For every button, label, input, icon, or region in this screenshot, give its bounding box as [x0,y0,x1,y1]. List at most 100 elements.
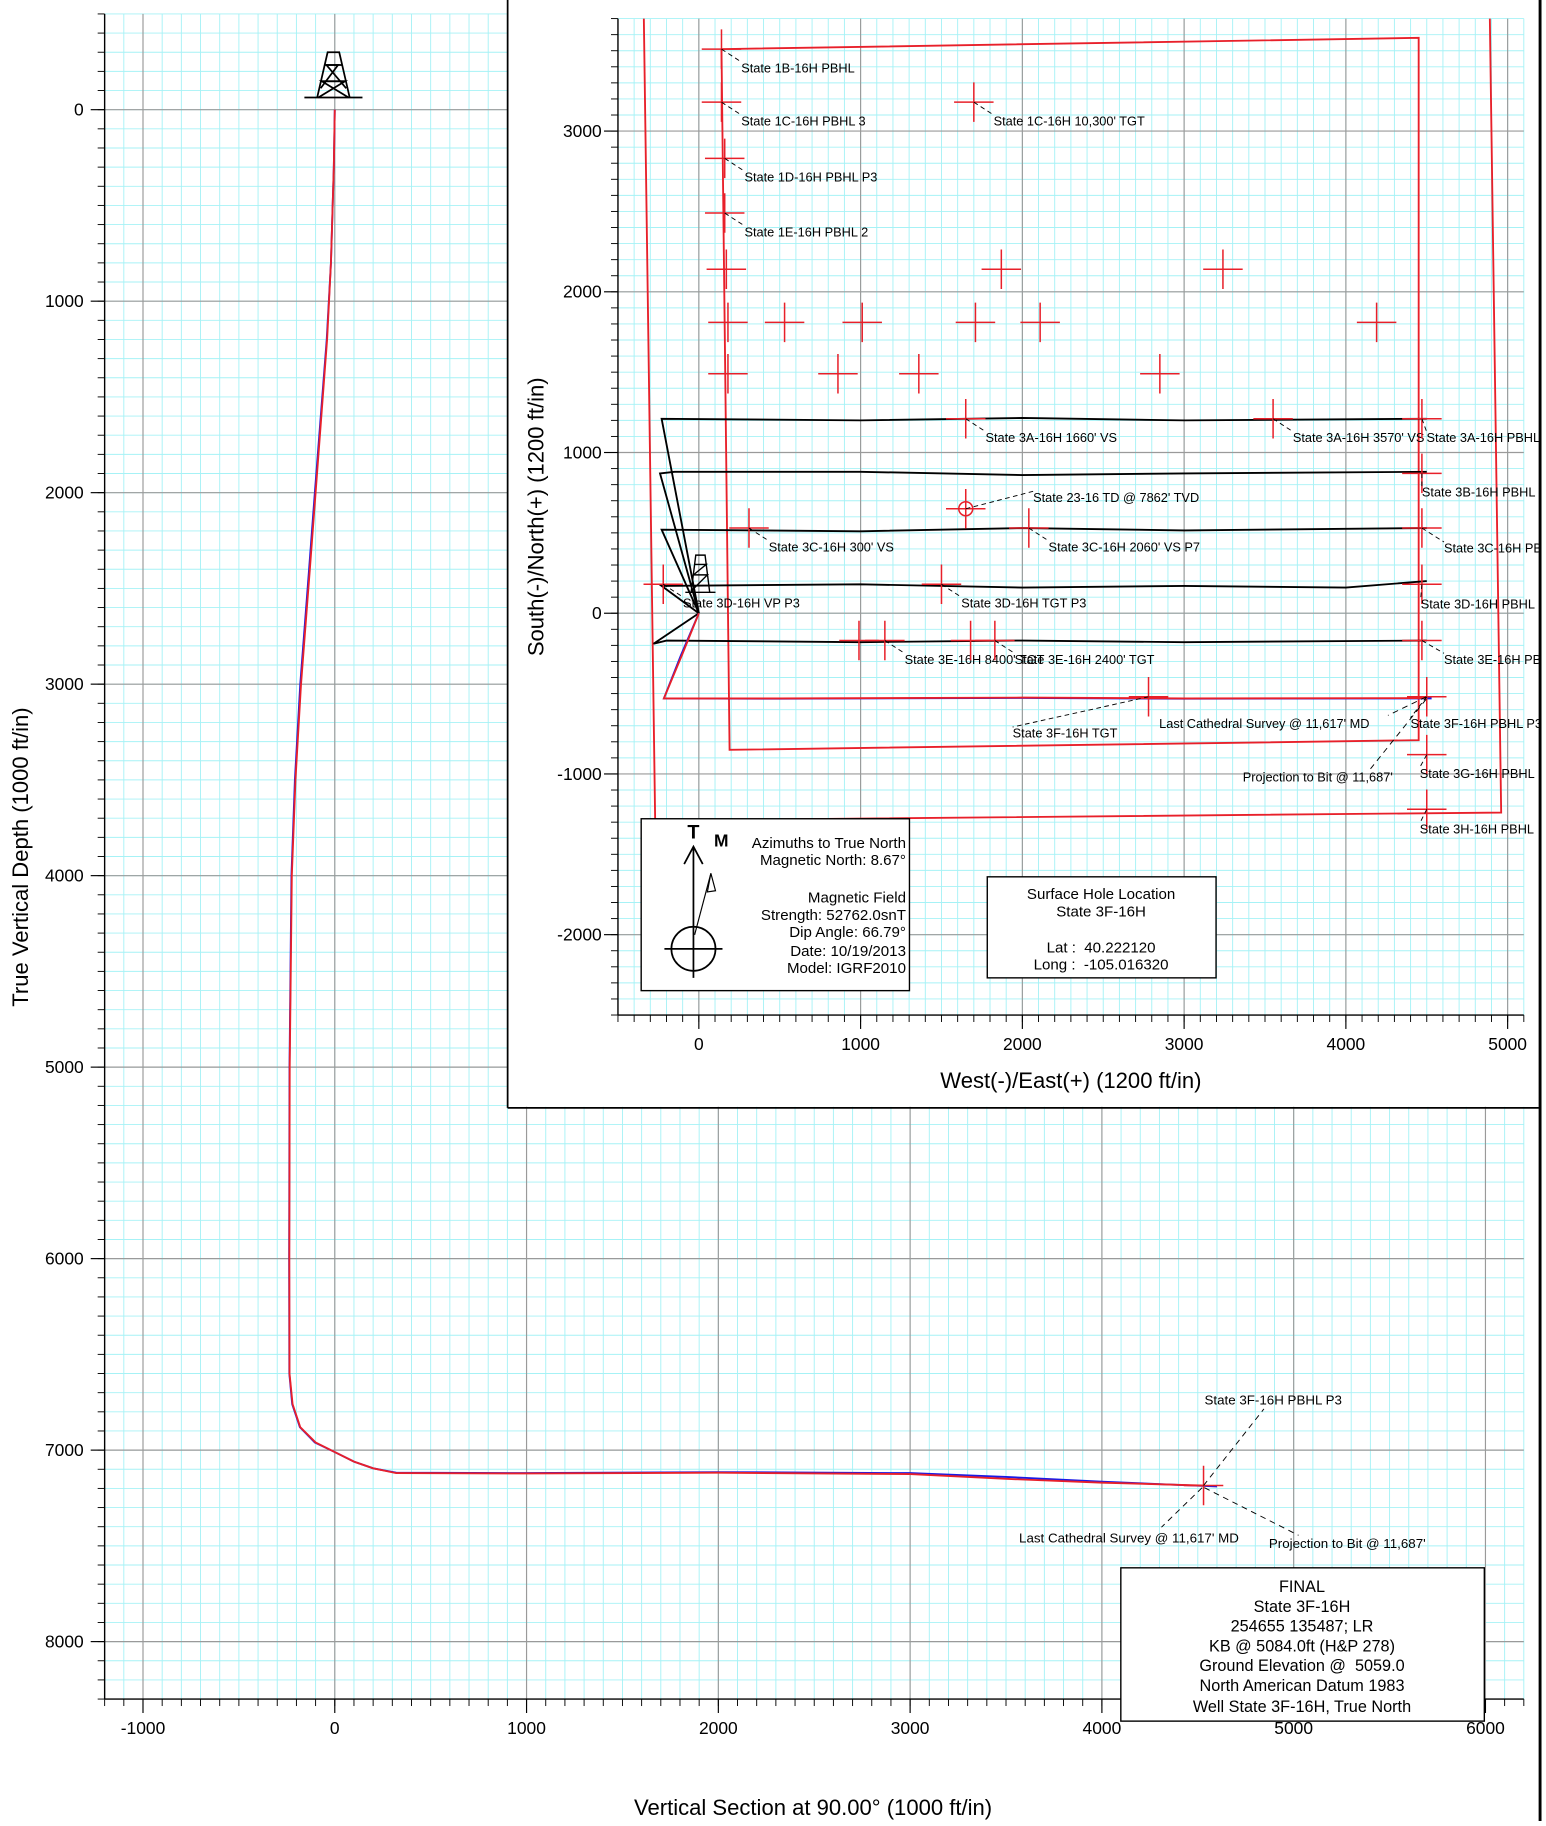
target-label: State 3E-16H PBHL [1444,652,1546,667]
info-line: 254655 135487; LR [1231,1618,1374,1636]
leader-line [1421,527,1445,543]
compass-line: Model: IGRF2010 [787,960,906,977]
compass-line: Date: 10/19/2013 [790,943,906,960]
target-cross [1356,302,1397,343]
y-tick-label: -1000 [557,764,602,784]
leader-line [1028,527,1049,542]
target-cross [1407,789,1447,830]
well-line [653,612,1427,645]
target-label: State 3F-16H TGT [1013,725,1118,740]
well-line [662,612,1427,700]
x-tick-label: 3000 [1165,1034,1204,1054]
target-label: State 1B-16H PBHL [741,60,855,75]
label-layer: State 1B-16H PBHL State 1C-16H PBHL 3 Stat… [643,29,1546,837]
target-cross [1183,1465,1224,1506]
leader-line [1204,1487,1299,1536]
target-cross [1020,302,1060,343]
x-tick-label: 5000 [1274,1718,1313,1738]
target-circle [958,501,974,517]
leader-line [721,48,742,63]
surface-line: Long : -105.016320 [1034,957,1169,974]
leader-line [1012,696,1149,728]
x-tick-label: -1000 [121,1718,166,1738]
y-tick-label: -2000 [557,924,602,944]
y-tick-label: 0 [592,603,602,623]
target-cross [945,399,986,439]
target-cross [1407,734,1447,775]
x-tick-label: 1000 [841,1034,880,1054]
x-tick-label: 1000 [507,1718,546,1738]
leader-line [965,490,1034,510]
target-label: State 3B-16H PBHL [1422,485,1536,500]
surface-location-box: Surface Hole Location State 3F-16H Lat :… [986,876,1217,979]
target-cross [1203,249,1243,290]
target-cross [981,249,1022,290]
x-tick-label: 0 [694,1034,704,1054]
target-cross [1407,677,1447,717]
x-tick-label: 3000 [891,1718,930,1738]
leader-line [1420,584,1423,599]
series-layer [288,109,1218,1488]
magnetic-north: M [714,831,729,851]
leader-line [1421,640,1445,654]
info-line: State 3F-16H [1254,1598,1351,1616]
target-label: State 3D-16H PBHL [1421,597,1535,612]
compass-box: T M Azimuths to True North Magnetic Nort… [640,818,911,992]
target-cross [945,489,986,529]
y-tick-label: 8000 [45,1631,84,1651]
compass-line: Strength: 52762.0snT [761,907,906,924]
target-cross [818,354,858,394]
target-label: State 3D-16H TGT P3 [961,596,1086,611]
leader-line [1370,698,1427,770]
surface-line: Lat : 40.222120 [1047,939,1156,956]
target-cross [708,302,748,343]
target-cross [1402,453,1442,494]
target-cross [706,249,747,290]
y-tick-label: 7000 [45,1440,84,1460]
info-line: North American Datum 1983 [1199,1677,1404,1695]
compass-line: Dip Angle: 66.79° [789,924,906,941]
annotation: Projection to Bit @ 11,687' [1243,770,1393,785]
target-cross [1402,620,1442,661]
true-north: T [687,821,699,843]
y-tick-label: 4000 [45,865,84,885]
target-cross [729,508,769,548]
x-axis-title: Vertical Section at 90.00° (1000 ft/in) [634,1795,992,1820]
leader-line [1161,1487,1203,1528]
y-tick-label: 2000 [563,282,602,302]
leader-line [748,527,769,542]
well-line [660,527,1427,614]
compass-line: Azimuths to True North [752,835,906,852]
target-label: State 3G-16H PBHL [1420,766,1535,781]
leader-line [965,418,986,432]
x-tick-label: 5000 [1488,1034,1527,1054]
y-tick-label: 1000 [45,291,84,311]
y-tick-label: 6000 [45,1248,84,1268]
leader-line [1272,418,1294,432]
inset-derrick [685,554,716,593]
target-cross [764,302,805,343]
leader-line [1421,418,1427,432]
target-label: State 3H-16H PBHL [1420,822,1534,837]
target-label: State 3A-16H PBHL [1427,430,1541,445]
info-line: FINAL [1279,1578,1325,1596]
annotation: Projection to Bit @ 11,687' [1269,1536,1426,1551]
target-label: State 3C-16H PBHL [1444,540,1546,555]
target-label: State 3C-16H 300' VS [769,539,894,554]
target-label: State 23-16 TD @ 7862' TVD [1033,490,1199,505]
target-cross [865,620,905,661]
compass-line: Magnetic North: 8.67° [760,852,906,869]
target-cross [899,354,939,394]
leader-line [994,640,1015,654]
x-tick-label: 2000 [699,1718,738,1738]
info-line: Ground Elevation @ 5059.0 [1199,1657,1404,1675]
target-label: State 3D-16H VP P3 [683,596,800,611]
y-axis-title: South(-)/North(+) (1200 ft/in) [524,377,549,656]
target-cross [1402,508,1442,548]
target-label: State 1C-16H 10,300' TGT [994,113,1145,128]
x-tick-label: 2000 [1003,1034,1042,1054]
main-derrick [304,51,363,99]
leader-line [884,640,905,654]
surface-line: State 3F-16H [1056,903,1146,920]
compass-line: Magnetic Field [808,889,906,906]
